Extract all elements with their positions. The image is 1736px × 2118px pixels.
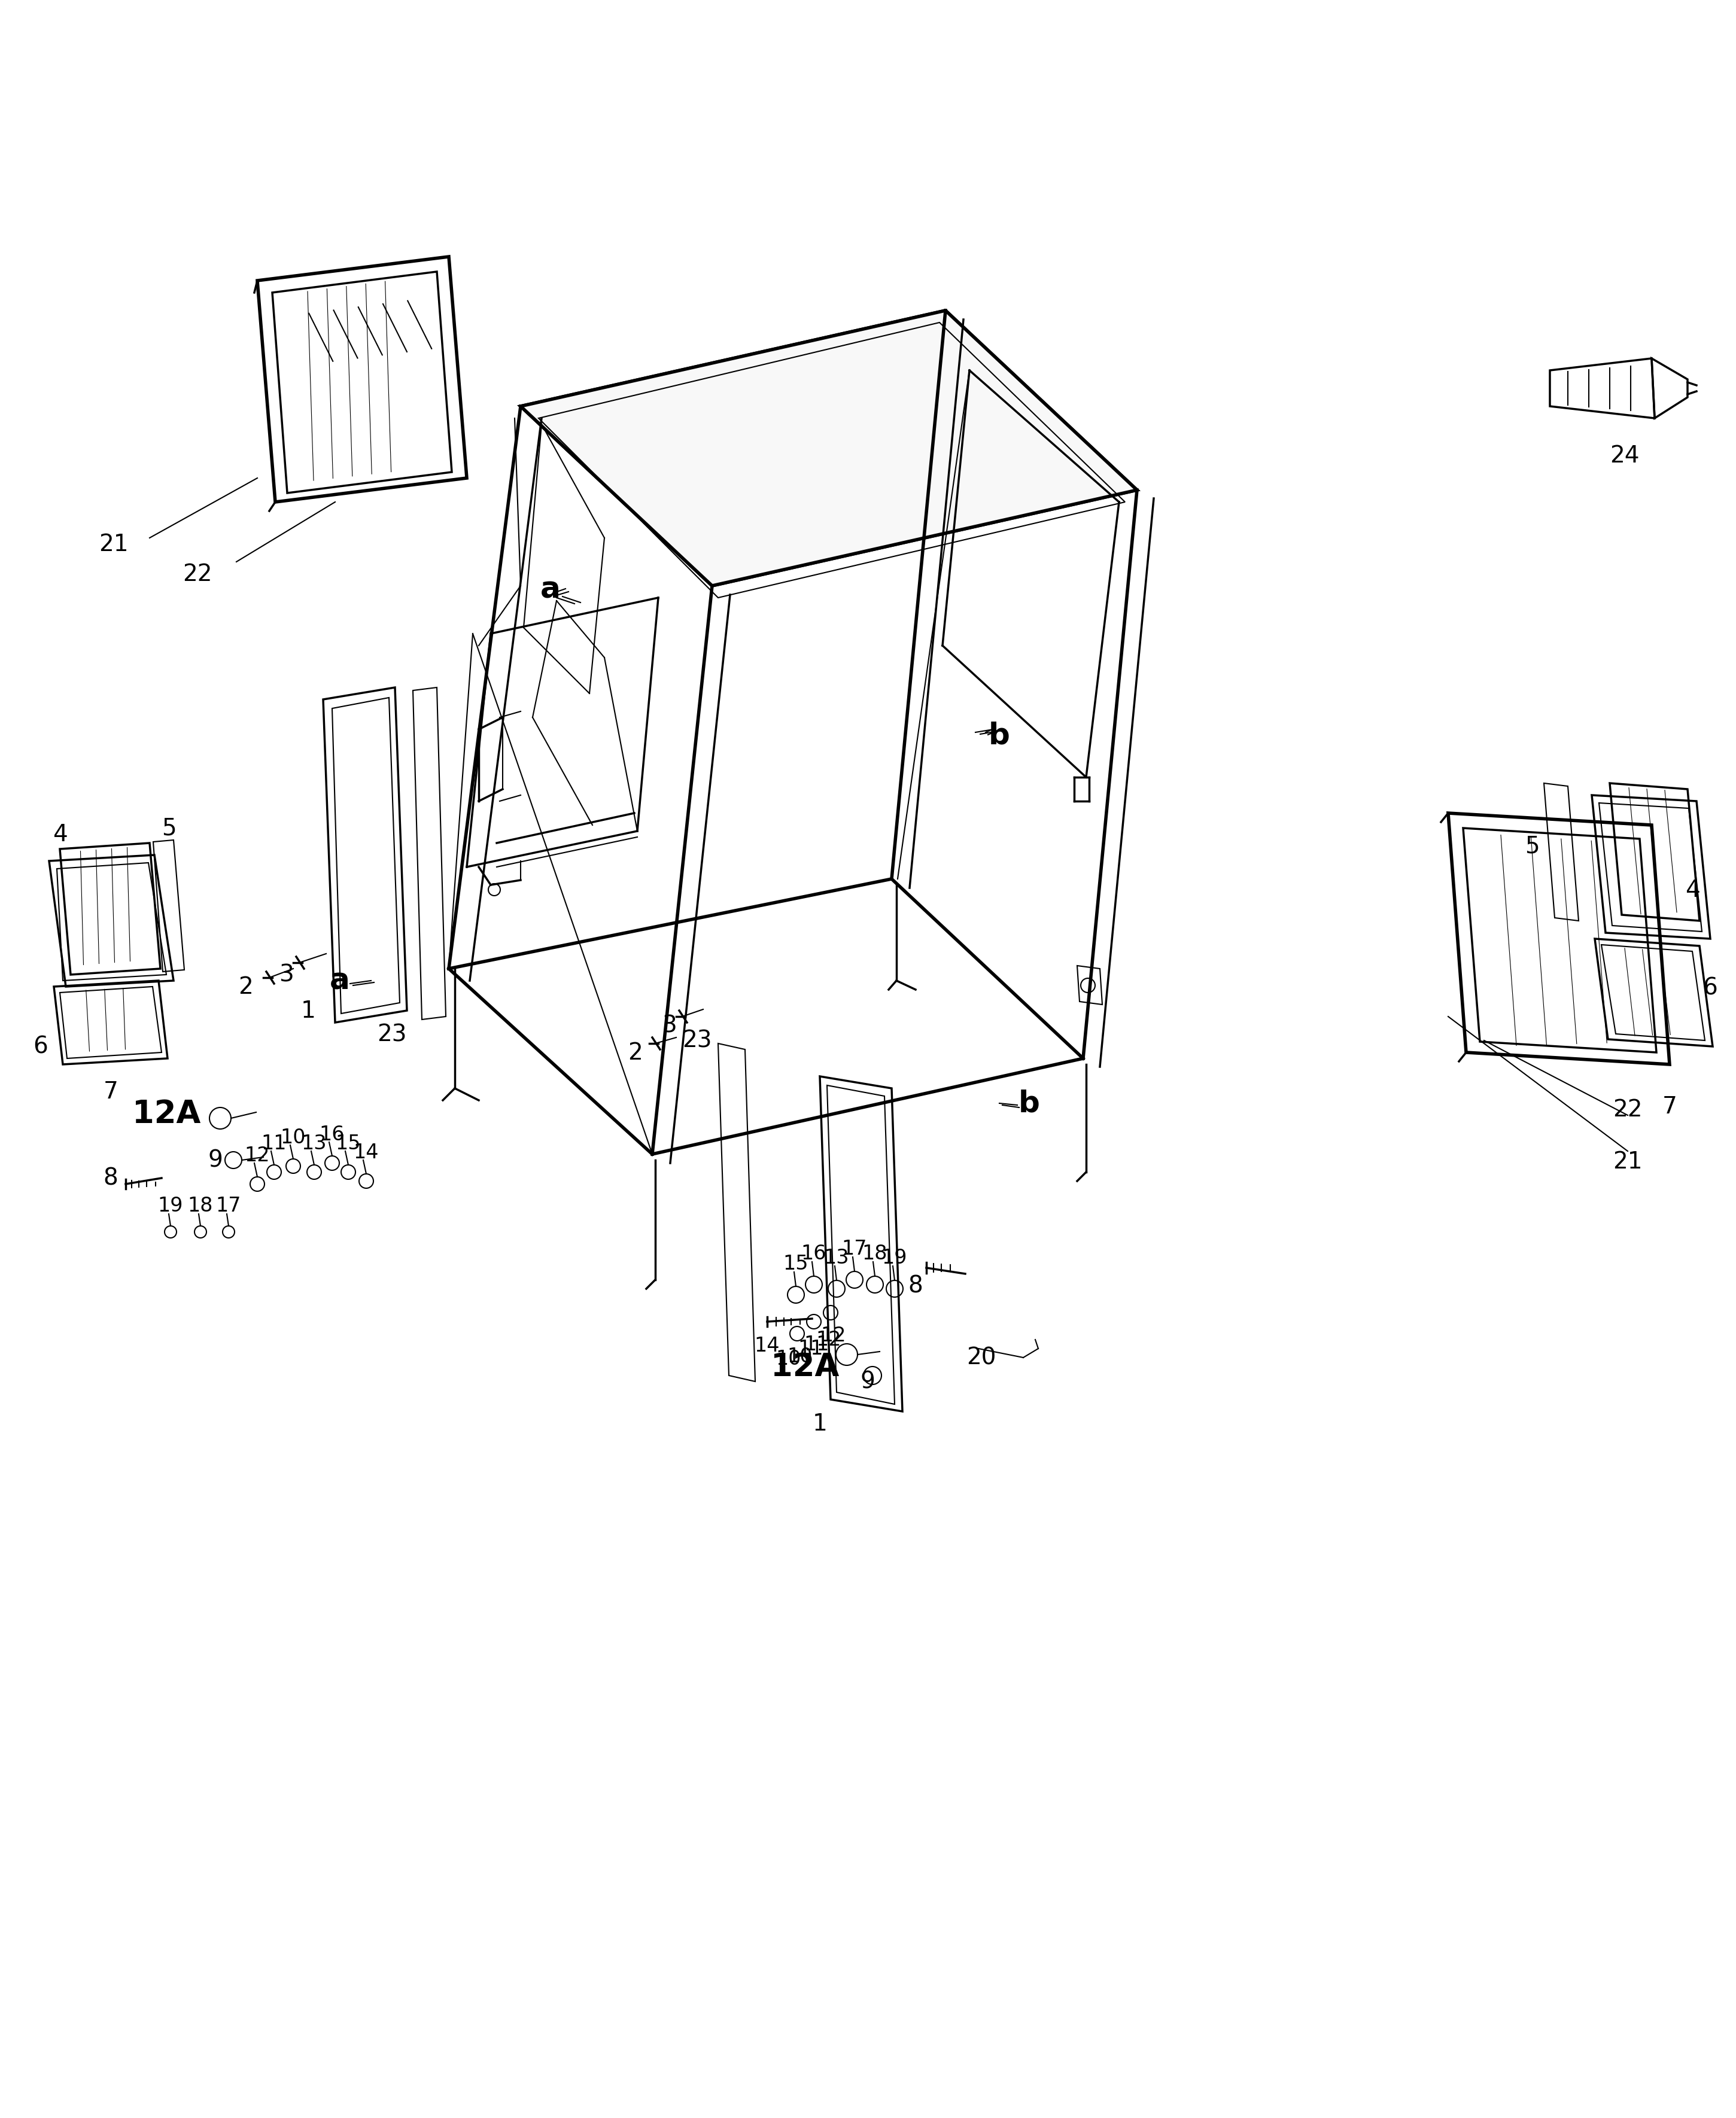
Text: 10: 10 [788, 1347, 812, 1366]
Text: 18: 18 [187, 1197, 214, 1216]
Text: 9: 9 [861, 1370, 875, 1394]
Text: 12: 12 [245, 1146, 271, 1165]
Text: 11: 11 [262, 1133, 286, 1154]
Text: 7: 7 [102, 1080, 118, 1103]
Text: 7: 7 [1661, 1095, 1677, 1118]
Text: 8: 8 [908, 1275, 924, 1298]
Text: a: a [330, 966, 351, 995]
Text: 23: 23 [377, 1023, 406, 1046]
Text: 23: 23 [682, 1029, 712, 1053]
Text: 15: 15 [335, 1133, 361, 1154]
Text: 19: 19 [158, 1197, 184, 1216]
Text: 10: 10 [776, 1349, 802, 1368]
Text: 19: 19 [882, 1248, 908, 1269]
Text: 17: 17 [842, 1239, 868, 1258]
Text: 16: 16 [319, 1125, 345, 1144]
Text: 2: 2 [238, 976, 253, 998]
Text: 10: 10 [281, 1127, 306, 1148]
Text: b: b [1019, 1089, 1040, 1118]
Text: 1: 1 [812, 1413, 828, 1434]
Text: 5: 5 [161, 818, 175, 839]
Text: 6: 6 [33, 1036, 49, 1059]
Text: 5: 5 [1524, 834, 1540, 858]
Text: b: b [988, 722, 1010, 750]
Text: 4: 4 [1686, 879, 1700, 902]
Text: 14: 14 [354, 1144, 378, 1163]
Text: 18: 18 [863, 1243, 887, 1264]
Text: 12A: 12A [132, 1097, 201, 1129]
Text: 9: 9 [208, 1150, 222, 1171]
Text: 14: 14 [755, 1336, 779, 1356]
Text: 13: 13 [825, 1248, 849, 1269]
Text: 12A: 12A [771, 1351, 838, 1383]
Text: 21: 21 [1613, 1150, 1642, 1173]
Text: 13: 13 [302, 1133, 326, 1154]
Text: 6: 6 [1703, 976, 1717, 1000]
Text: 11: 11 [799, 1339, 823, 1358]
Text: 12: 12 [816, 1330, 842, 1349]
Text: 22: 22 [182, 563, 212, 585]
Text: 15: 15 [783, 1254, 809, 1273]
Text: 22: 22 [1613, 1097, 1642, 1120]
Text: 17: 17 [215, 1197, 241, 1216]
Text: 1: 1 [300, 1000, 316, 1023]
Text: 12: 12 [821, 1326, 847, 1345]
Text: 16: 16 [800, 1243, 826, 1264]
Text: 4: 4 [52, 824, 68, 845]
Text: 11: 11 [804, 1334, 830, 1356]
Text: 20: 20 [967, 1347, 996, 1368]
Text: 8: 8 [104, 1167, 118, 1190]
Text: 24: 24 [1609, 445, 1639, 468]
Text: 2: 2 [628, 1042, 642, 1063]
Text: 21: 21 [99, 534, 128, 555]
Text: 3: 3 [661, 1015, 677, 1038]
Polygon shape [521, 311, 1137, 587]
Text: 3: 3 [279, 964, 293, 987]
Text: a: a [540, 574, 561, 604]
